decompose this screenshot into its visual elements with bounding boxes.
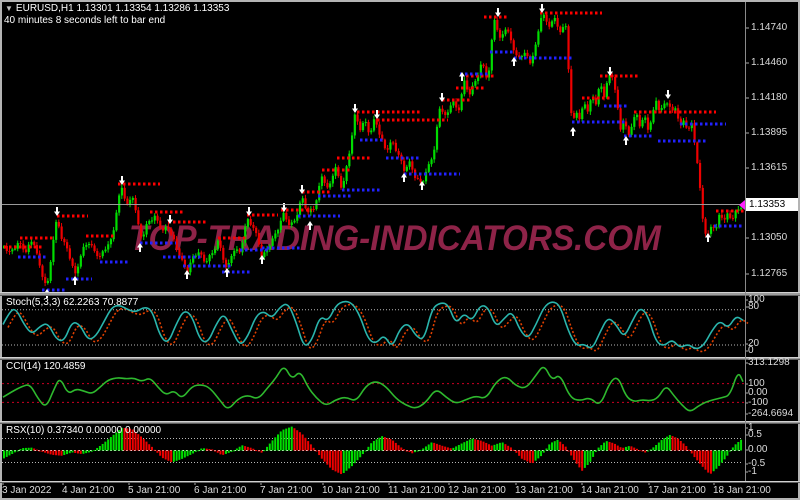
price-axis-label: 1.13050 [751, 232, 788, 243]
time-axis-label: 5 Jan 21:00 [128, 485, 181, 496]
panel-separator-4[interactable] [0, 481, 800, 483]
time-axis-label: 10 Jan 21:00 [322, 485, 380, 496]
cci-indicator-label: CCI(14) 120.4859 [6, 361, 86, 372]
symbol-line: ▼ EURUSD,H1 1.13301 1.13354 1.13286 1.133… [5, 3, 229, 14]
symbol-dropdown-icon[interactable]: ▼ [5, 4, 13, 13]
time-axis-label: 13 Jan 21:00 [515, 485, 573, 496]
time-axis-label: 4 Jan 21:00 [62, 485, 115, 496]
watermark: TOP-TRADING-INDICATORS.COM [128, 219, 661, 258]
time-axis-label: 3 Jan 2022 [2, 485, 52, 496]
cci-scale-label: 100 [748, 378, 765, 389]
rsx-scale-label: -1 [748, 466, 757, 477]
time-axis-label: 7 Jan 21:00 [260, 485, 313, 496]
stoch-indicator-label: Stoch(5,3,3) 62.2263 70.8877 [6, 297, 139, 308]
stoch-scale-label: 20 [748, 338, 760, 349]
panel-separator-2[interactable] [0, 357, 800, 360]
price-axis-label: 1.14740 [751, 22, 788, 33]
price-axis-label: 1.13615 [751, 162, 788, 173]
price-axis-label: 1.14180 [751, 92, 788, 103]
rsx-scale-label: -0.5 [748, 458, 766, 469]
panel-separator-1[interactable] [0, 292, 800, 296]
cci-scale-label: -100 [748, 397, 769, 408]
time-axis-label: 14 Jan 21:00 [581, 485, 639, 496]
rsx-scale-label: 0.5 [748, 429, 762, 440]
panel-separator-3[interactable] [0, 421, 800, 424]
rsx-indicator-label: RSX(10) 0.37340 0.00000 0.00000 [6, 425, 162, 436]
stoch-scale-label: 100 [748, 294, 765, 305]
stoch-scale-label: 0 [748, 345, 754, 356]
stoch-scale-label: 80 [748, 301, 760, 312]
time-axis-label: 18 Jan 21:00 [713, 485, 771, 496]
time-axis-label: 11 Jan 21:00 [388, 485, 446, 496]
rsx-scale-label: 1 [748, 422, 754, 433]
price-axis-label: 1.12765 [751, 268, 788, 279]
price-axis-label: 1.14460 [751, 57, 788, 68]
price-axis-border [745, 2, 746, 481]
cci-scale-label: 0.00 [748, 387, 768, 398]
current-price-tag: 1.13353 [739, 198, 798, 211]
price-axis-label: 1.13895 [751, 127, 788, 138]
cci-scale-label: -264.6694 [748, 408, 794, 419]
rsx-scale-label: 0.00 [748, 444, 768, 455]
time-axis-label: 12 Jan 21:00 [448, 485, 506, 496]
cci-scale-label: 313.1298 [748, 357, 790, 368]
time-axis-label: 6 Jan 21:00 [194, 485, 247, 496]
bar-countdown: 40 minutes 8 seconds left to bar end [4, 15, 166, 26]
time-axis-label: 17 Jan 21:00 [648, 485, 706, 496]
symbol-ohlc-text: EURUSD,H1 1.13301 1.13354 1.13286 1.1335… [15, 3, 230, 14]
